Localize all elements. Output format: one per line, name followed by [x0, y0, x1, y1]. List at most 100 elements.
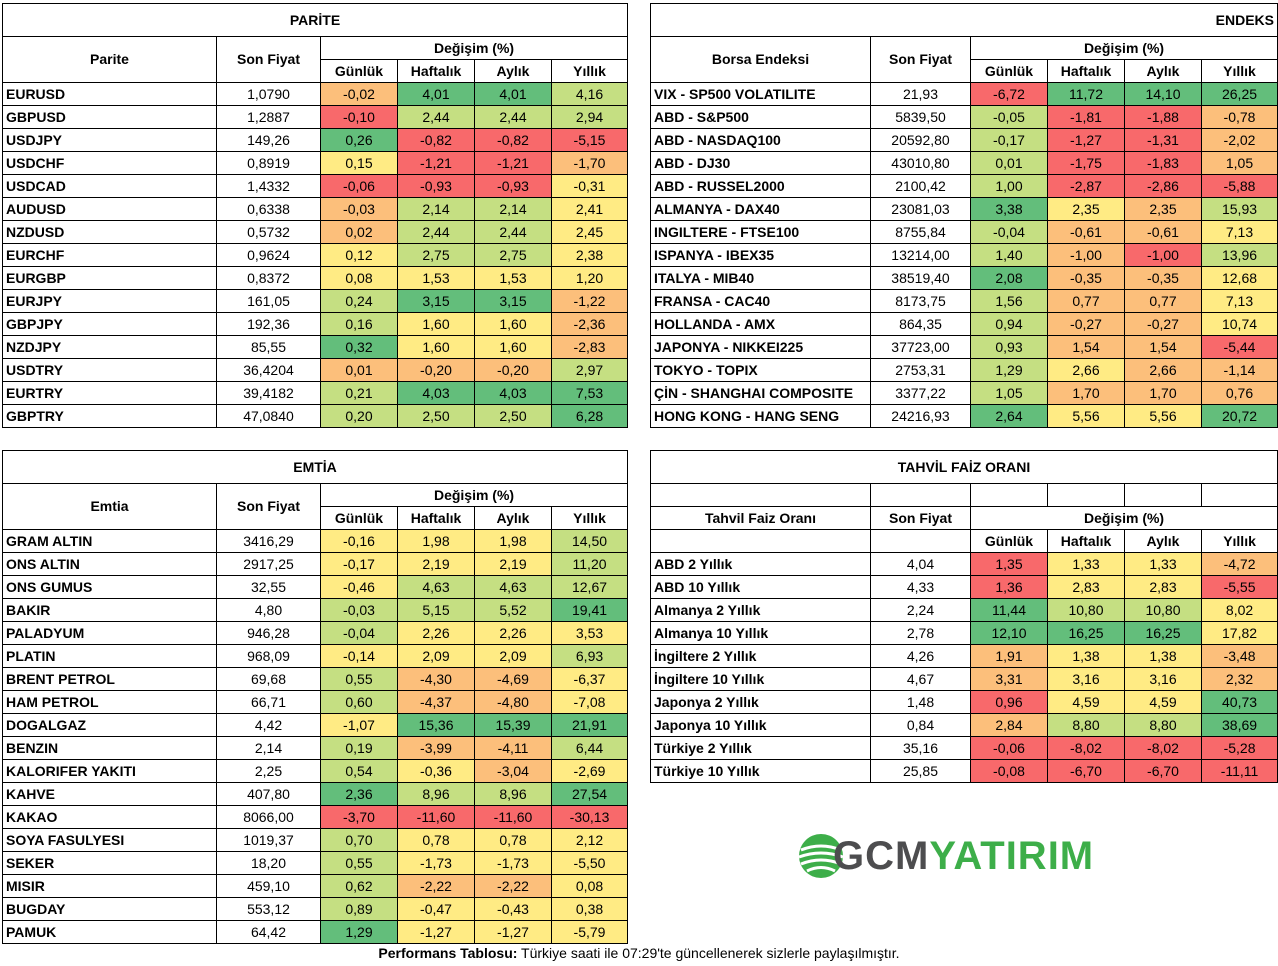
endeks-row-change: 1,05: [970, 381, 1048, 405]
table-row: PLATIN 968,09 -0,14 2,09 2,09 6,93: [2, 644, 629, 668]
emtia-row-name: HAM PETROL: [2, 690, 217, 714]
emtia-row-change: 0,78: [474, 828, 552, 852]
table-row: DOGALGAZ 4,42 -1,07 15,36 15,39 21,91: [2, 713, 629, 737]
endeks-row-change: -1,75: [1047, 151, 1125, 175]
parite-row-change: 4,01: [474, 82, 552, 106]
parite-row-change: -2,36: [550, 312, 629, 336]
table-row: USDJPY 149,26 0,26 -0,82 -0,82 -5,15: [2, 128, 629, 152]
parite-col-name: Parite: [2, 36, 217, 83]
tahvil-row-price: 35,16: [870, 736, 971, 760]
endeks-row-change: -0,27: [1047, 312, 1125, 336]
emtia-col-price: Son Fiyat: [216, 483, 321, 530]
parite-row-price: 149,26: [216, 128, 321, 152]
logo-text-yatirim: YATIRIM: [929, 834, 1095, 878]
endeks-sub-2: Aylık: [1124, 59, 1202, 83]
table-row: EURUSD 1,0790 -0,02 4,01 4,01 4,16: [2, 82, 629, 106]
endeks-row-change: 14,10: [1124, 82, 1202, 106]
emtia-row-name: MISIR: [2, 874, 217, 898]
endeks-row-change: 0,77: [1124, 289, 1202, 313]
endeks-row-change: 12,68: [1200, 266, 1278, 290]
tahvil-row-price: 0,84: [870, 713, 971, 737]
endeks-row-name: FRANSA - CAC40: [650, 289, 871, 313]
parite-row-name: GBPJPY: [2, 312, 217, 336]
emtia-row-change: 2,26: [397, 621, 475, 645]
parite-row-change: 2,38: [550, 243, 629, 267]
parite-col-change: Değişim (%): [319, 36, 629, 60]
parite-row-change: 4,01: [397, 82, 475, 106]
tahvil-row-change: -8,02: [1047, 736, 1125, 760]
endeks-row-price: 37723,00: [870, 335, 971, 359]
parite-row-price: 1,4332: [216, 174, 321, 198]
parite-row-name: USDTRY: [2, 358, 217, 382]
tahvil-row-change: 1,33: [1047, 552, 1125, 576]
parite-title: PARİTE: [1, 3, 629, 37]
endeks-title-row: ENDEKS: [649, 3, 1278, 37]
endeks-row-change: 1,56: [970, 289, 1048, 313]
endeks-row-change: -1,00: [1124, 243, 1202, 267]
endeks-row-name: ÇİN - SHANGHAI COMPOSITE: [650, 381, 871, 405]
table-row: GBPTRY 47,0840 0,20 2,50 2,50 6,28: [2, 404, 629, 428]
parite-row-change: 2,44: [397, 105, 475, 129]
emtia-row-name: BENZIN: [2, 736, 217, 760]
endeks-row-price: 38519,40: [870, 266, 971, 290]
emtia-row-change: -11,60: [397, 805, 475, 829]
tahvil-row-price: 4,33: [870, 575, 971, 599]
emtia-row-price: 18,20: [216, 851, 321, 875]
parite-row-change: 2,45: [550, 220, 629, 244]
table-row: İngiltere 10 Yıllık 4,67 3,31 3,16 3,16 2,32: [650, 667, 1278, 691]
table-row: JAPONYA - NIKKEI225 37723,00 0,93 1,54 1,54-…: [650, 335, 1278, 359]
emtia-row-change: 3,53: [550, 621, 629, 645]
parite-row-change: 6,28: [550, 404, 629, 428]
parite-title-row: PARİTE: [1, 3, 629, 37]
parite-row-price: 0,8372: [216, 266, 321, 290]
emtia-row-change: -1,27: [397, 920, 475, 944]
parite-col-price: Son Fiyat: [216, 36, 321, 83]
tahvil-subheader-row: Günlük Haftalık Aylık Yıllık: [650, 529, 1278, 553]
emtia-row-change: 2,36: [320, 782, 398, 806]
tahvil-row-name: Japonya 10 Yıllık: [650, 713, 871, 737]
endeks-col-price: Son Fiyat: [870, 36, 971, 83]
parite-subheader-row: Günlük Haftalık Aylık Yıllık: [3, 59, 629, 83]
emtia-row-change: 12,67: [550, 575, 629, 599]
endeks-row-price: 20592,80: [870, 128, 971, 152]
emtia-row-change: 2,19: [397, 552, 475, 576]
emtia-row-name: ONS GUMUS: [2, 575, 217, 599]
tahvil-row-change: -11,11: [1200, 759, 1278, 783]
table-row: Almanya 10 Yıllık 2,78 12,10 16,25 16,25 17,8…: [650, 621, 1278, 645]
parite-row-price: 192,36: [216, 312, 321, 336]
endeks-row-change: -6,72: [970, 82, 1048, 106]
table-row: Türkiye 10 Yıllık 25,85 -0,08 -6,70 -6,70 -11…: [650, 759, 1278, 783]
emtia-row-price: 946,28: [216, 621, 321, 645]
endeks-panel: ENDEKS Borsa Endeksi Son Fiyat Değişim (%) G…: [649, 3, 1278, 428]
logo-text-gcm: GCM: [833, 834, 930, 878]
endeks-row-change: -0,61: [1047, 220, 1125, 244]
parite-row-price: 0,8919: [216, 151, 321, 175]
emtia-col-name: Emtia: [2, 483, 217, 530]
parite-row-name: EURUSD: [2, 82, 217, 106]
emtia-row-price: 2,14: [216, 736, 321, 760]
emtia-row-price: 32,55: [216, 575, 321, 599]
parite-row-change: 1,53: [474, 266, 552, 290]
parite-sub-3: Yıllık: [550, 59, 629, 83]
table-row: ABD 2 Yıllık 4,04 1,35 1,33 1,33 -4,72: [650, 552, 1278, 576]
emtia-subheader-row: Günlük Haftalık Aylık Yıllık: [3, 506, 629, 530]
table-row: AUDUSD 0,6338 -0,03 2,14 2,14 2,41: [2, 197, 629, 221]
emtia-row-change: 1,98: [474, 529, 552, 553]
parite-row-change: 2,44: [397, 220, 475, 244]
tahvil-sub-blank: [650, 529, 871, 553]
table-row: EURGBP 0,8372 0,08 1,53 1,53 1,20: [2, 266, 629, 290]
endeks-row-change: -2,86: [1124, 174, 1202, 198]
emtia-title: EMTİA: [1, 450, 629, 484]
table-row: ALMANYA - DAX40 23081,03 3,38 2,35 2,35 15,93: [650, 197, 1278, 221]
emtia-row-change: 5,52: [474, 598, 552, 622]
tahvil-row-name: Almanya 10 Yıllık: [650, 621, 871, 645]
table-row: NZDUSD 0,5732 0,02 2,44 2,44 2,45: [2, 220, 629, 244]
emtia-row-change: 21,91: [550, 713, 629, 737]
tahvil-row-name: Türkiye 10 Yıllık: [650, 759, 871, 783]
parite-row-change: 4,03: [474, 381, 552, 405]
parite-row-change: 2,75: [474, 243, 552, 267]
parite-row-name: GBPUSD: [2, 105, 217, 129]
table-row: BUGDAY 553,12 0,89 -0,47 -0,43 0,38: [2, 897, 629, 921]
parite-row-price: 1,0790: [216, 82, 321, 106]
parite-row-price: 1,2887: [216, 105, 321, 129]
